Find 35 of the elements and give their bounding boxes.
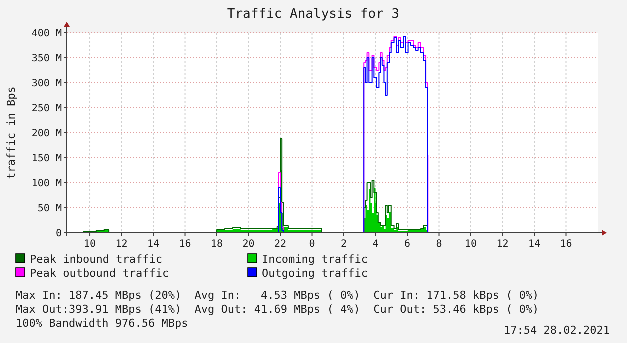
x-tick-label: 4 [372, 239, 379, 250]
x-tick-label: 22 [274, 239, 287, 250]
y-axis-title: traffic in Bps [5, 86, 18, 180]
legend-label: Peak inbound traffic [30, 253, 162, 266]
x-tick-label: 8 [436, 239, 442, 250]
x-tick-label: 10 [84, 239, 96, 250]
legend-label: Outgoing traffic [262, 267, 368, 280]
x-tick-label: 16 [179, 239, 192, 250]
text: Max In: 187.45 MBps (20%) Avg In: 4.53 MBps ( 0%) Cur In: 171.58 kBps ( 0%) [16, 289, 540, 302]
y-tick-label: 50 M [38, 204, 62, 214]
legend-label: Peak outbound traffic [30, 267, 170, 280]
x-tick-label: 12 [496, 239, 509, 250]
y-tick-label: 100 M [32, 178, 62, 190]
x-tick-label: 18 [210, 239, 224, 250]
text: 17:54 28.02.2021 [504, 324, 610, 337]
y-tick-label: 200 M [32, 128, 62, 140]
y-tick-label: 250 M [32, 104, 62, 114]
x-tick-label: 0 [309, 239, 316, 250]
y-tick-label: 350 M [32, 54, 62, 64]
x-tick-label: 6 [404, 239, 411, 250]
y-tick-label: 0 [56, 228, 62, 240]
text: Max Out:393.91 MBps (41%) Avg Out: 41.69 MBps ( 4%) Cur Out: 53.46 kBps ( 0%) [16, 303, 540, 316]
x-tick-label: 16 [560, 239, 572, 250]
y-tick-label: 400 M [32, 28, 62, 40]
y-tick-label: 300 M [32, 78, 62, 90]
text: 100% Bandwidth 976.56 MBps [16, 317, 188, 330]
legend-label: Incoming traffic [262, 253, 368, 266]
x-tick-label: 10 [464, 239, 478, 250]
y-tick-label: 150 M [32, 154, 62, 164]
x-tick-label: 12 [116, 239, 128, 250]
x-tick-label: 2 [340, 239, 348, 250]
x-tick-label: 20 [242, 239, 255, 250]
chart-title: Traffic Analysis for 3 [227, 7, 400, 22]
x-tick-label: 14 [528, 239, 541, 250]
x-tick-label: 14 [147, 239, 160, 250]
